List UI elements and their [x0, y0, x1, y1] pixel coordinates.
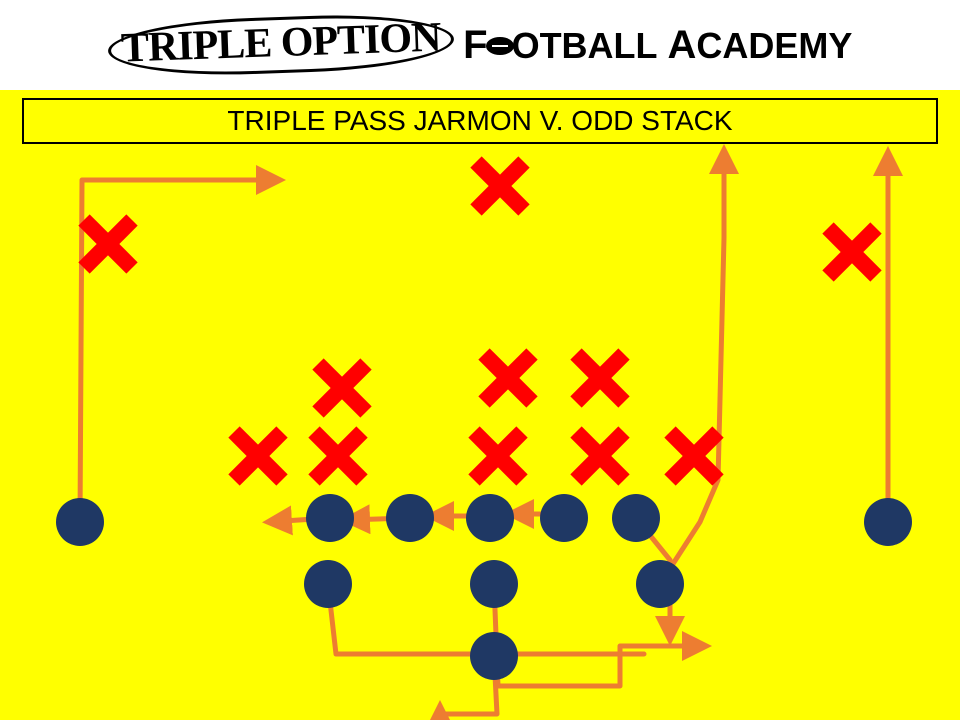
offender-B: [470, 632, 518, 680]
football-icon: [486, 37, 514, 55]
logo-header: TRIPLE OPTION FOTBALL ACADEMY: [0, 0, 960, 90]
offender-BG: [540, 494, 588, 542]
defender-8: [474, 432, 522, 480]
defender-2: [828, 228, 876, 276]
logo-triple-word: TRIPLE: [120, 20, 272, 71]
defender-3: [318, 364, 366, 412]
defender-10: [670, 432, 718, 480]
logo-academy-word: ACADEMY: [668, 23, 853, 68]
logo-option-word: OPTION: [280, 14, 441, 66]
offender-PG: [386, 494, 434, 542]
offender-C: [466, 494, 514, 542]
defense-markers: [84, 162, 876, 480]
defender-1: [84, 220, 132, 268]
play-title-text: TRIPLE PASS JARMON V. ODD STACK: [227, 105, 732, 137]
defender-0: [476, 162, 524, 210]
play-field: TRIPLE PASS JARMON V. ODD STACK: [0, 90, 960, 720]
defender-4: [484, 354, 532, 402]
route-a2-wheel: [660, 150, 724, 584]
offender-PWR: [56, 498, 104, 546]
defender-6: [234, 432, 282, 480]
offender-QB: [470, 560, 518, 608]
offender-BT: [612, 494, 660, 542]
defender-9: [576, 432, 624, 480]
offender-A1: [304, 560, 352, 608]
logo-football-word: FOTBALL: [463, 23, 657, 68]
offender-A2: [636, 560, 684, 608]
logo-triple-option: TRIPLE OPTION: [107, 11, 454, 79]
defender-7: [314, 432, 362, 480]
offender-PT: [306, 494, 354, 542]
offense-markers: [56, 494, 912, 680]
defender-5: [576, 354, 624, 402]
offender-BR: [864, 498, 912, 546]
play-title: TRIPLE PASS JARMON V. ODD STACK: [22, 98, 938, 144]
